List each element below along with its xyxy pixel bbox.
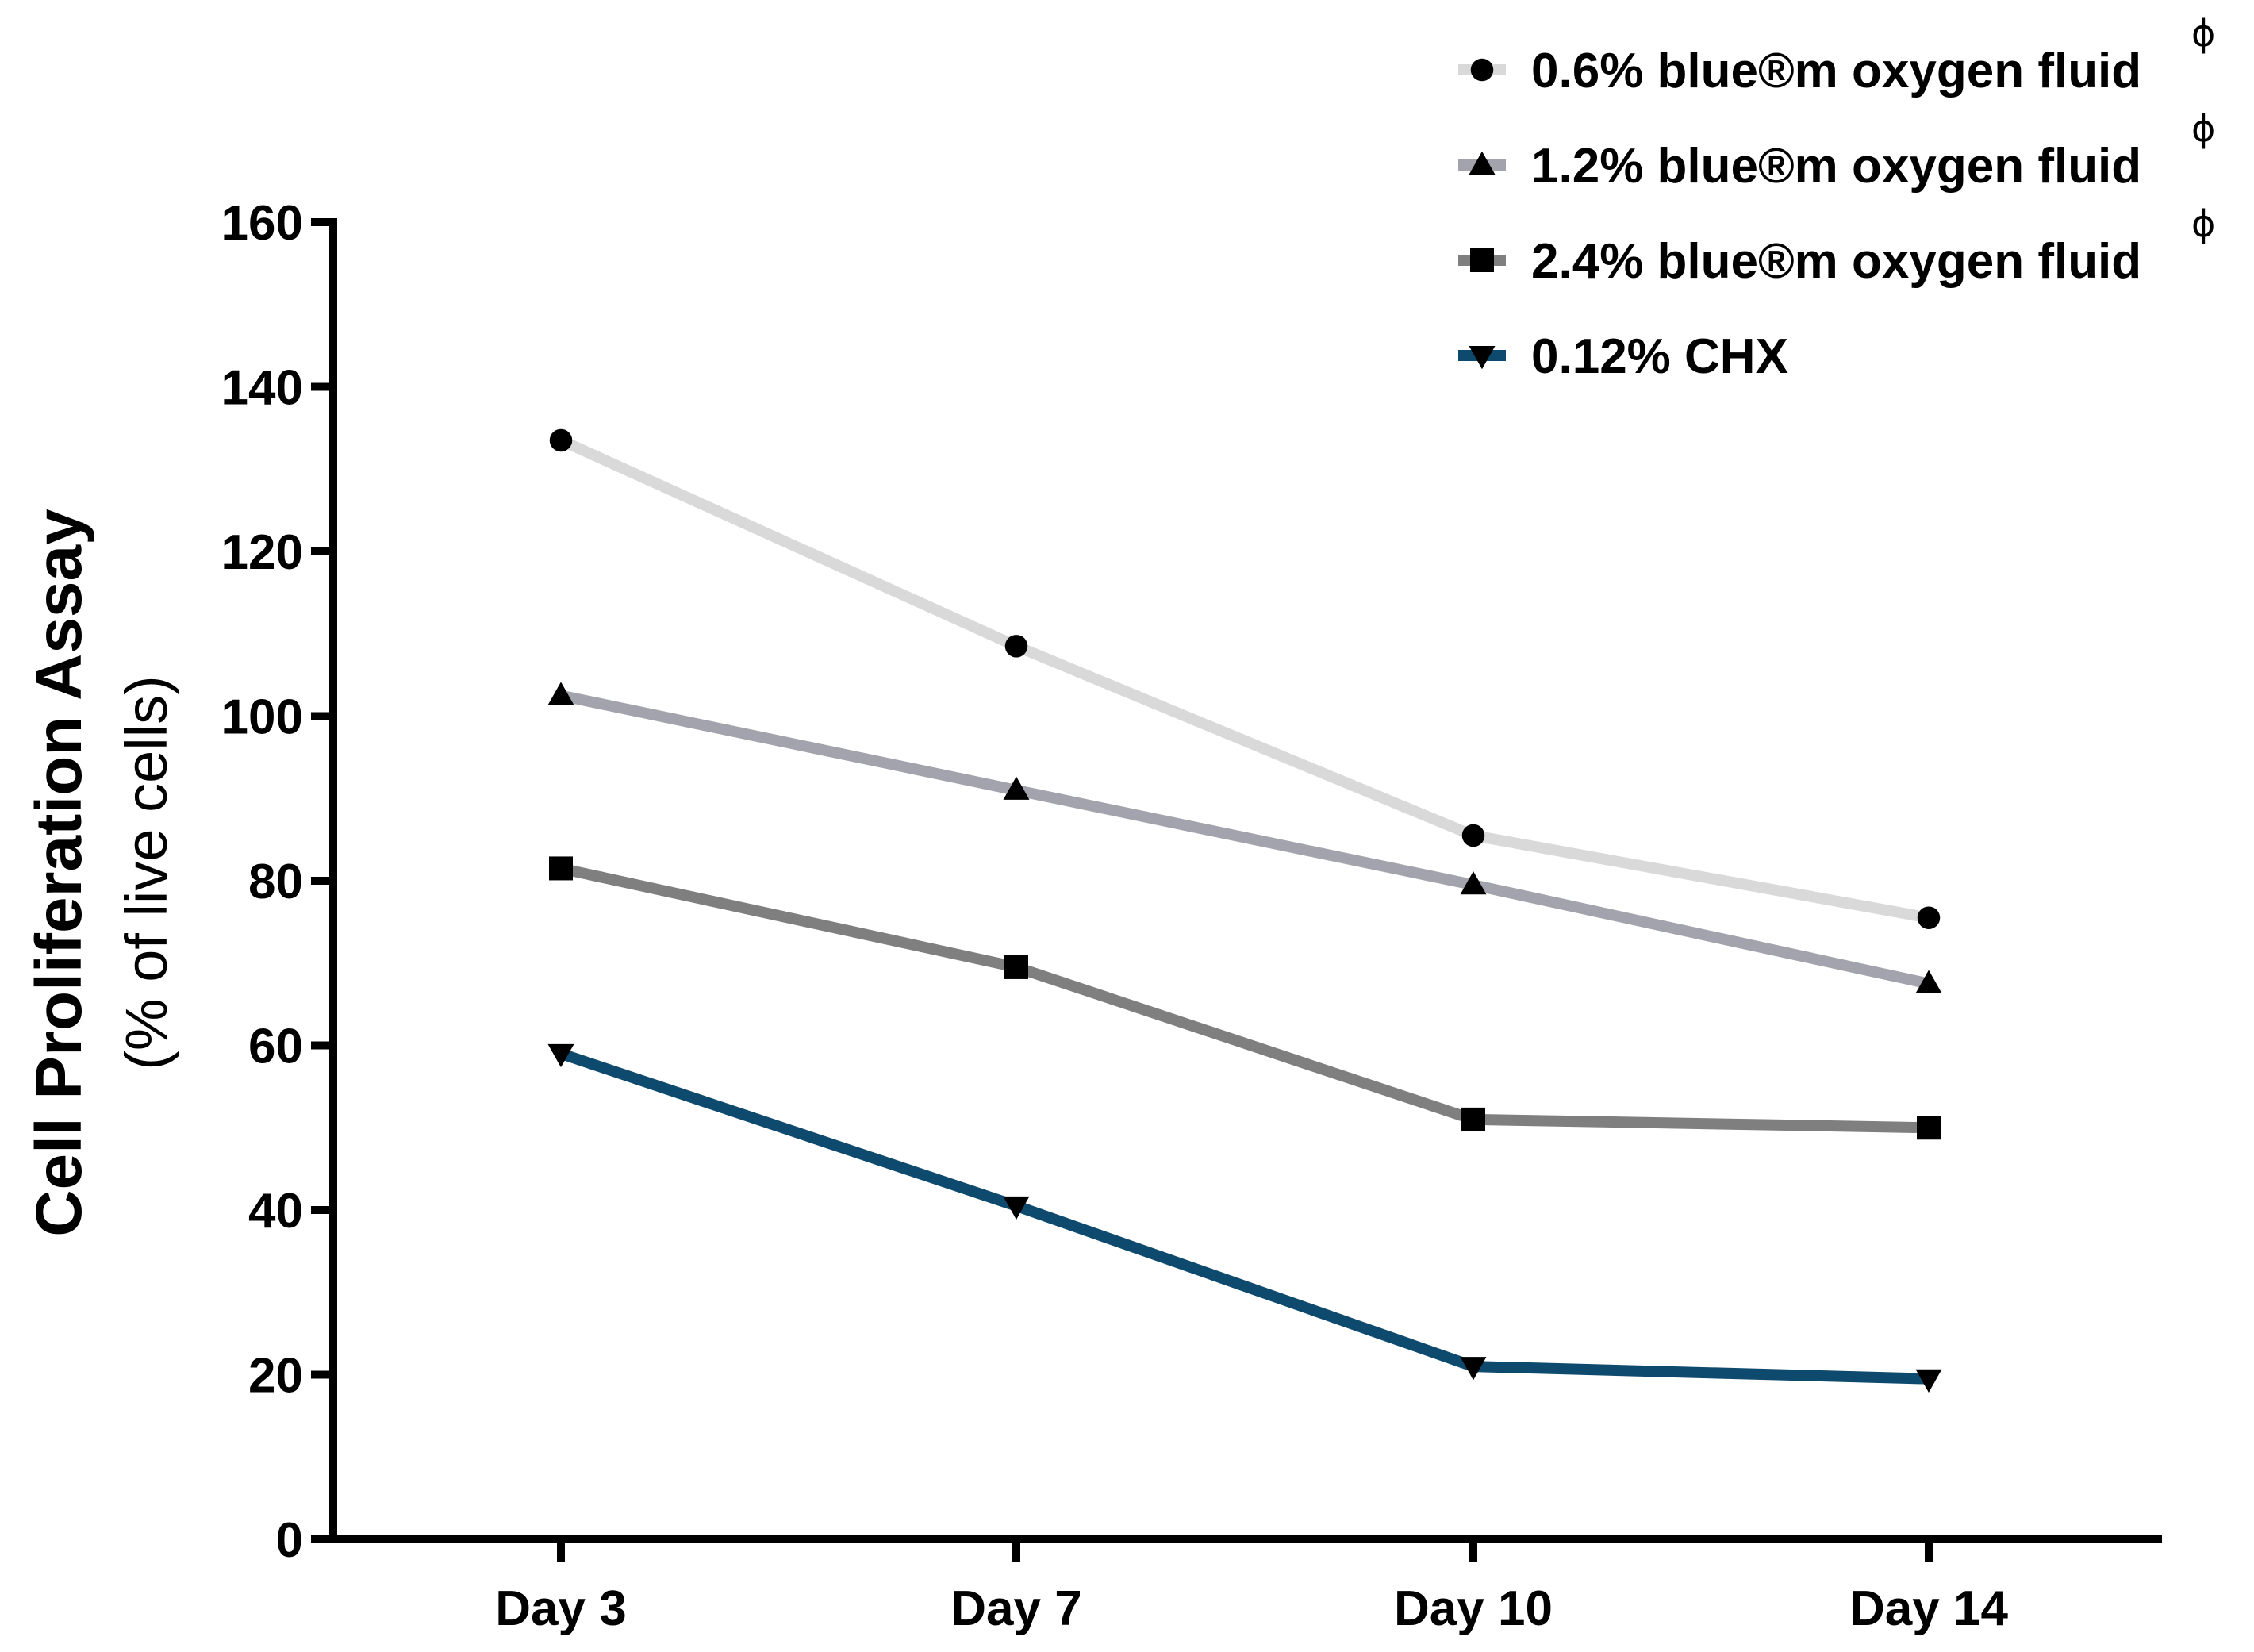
legend-marker [1469, 346, 1496, 370]
data-point [1461, 824, 1485, 847]
x-tick-label: Day 14 [1849, 1581, 2008, 1636]
y-tick-label: 140 [221, 361, 303, 416]
data-point [1915, 1369, 1942, 1393]
data-point [1004, 635, 1028, 658]
y-tick-label: 160 [221, 196, 303, 251]
data-point [1460, 1357, 1487, 1381]
data-point [1917, 906, 1941, 929]
y-tick-label: 0 [276, 1513, 303, 1568]
series-layer [547, 428, 1942, 1393]
legend-marker [1469, 151, 1496, 175]
data-point [1003, 1196, 1030, 1220]
data-point [547, 682, 574, 705]
y-tick-label: 60 [248, 1020, 303, 1074]
legend-marker [1470, 248, 1494, 272]
y-axis-title: Cell Proliferation Assay [23, 509, 95, 1237]
legend-marker [1470, 58, 1494, 82]
data-point [1915, 970, 1942, 993]
series-line [559, 1048, 1930, 1385]
data-point [1917, 1116, 1941, 1140]
y-tick-label: 100 [221, 690, 303, 745]
y-axis-subtitle: (% of live cells) [113, 675, 179, 1070]
y-tick-label: 120 [221, 525, 303, 580]
y-tick-label: 20 [248, 1349, 303, 1404]
data-point [1461, 1107, 1485, 1131]
x-tick-label: Day 3 [495, 1581, 626, 1636]
legend-item: 0.12% CHX [1458, 329, 1788, 384]
data-point [1004, 955, 1028, 979]
x-tick-label: Day 7 [950, 1581, 1081, 1636]
data-point [549, 856, 573, 881]
legend-superscript: ϕ [2191, 107, 2215, 150]
legend-label: 0.12% CHX [1531, 329, 1788, 384]
data-point [1003, 776, 1030, 800]
series-line [559, 862, 1930, 1134]
legend-item: 1.2% blue®m oxygen fluid ϕ [1458, 107, 2215, 194]
legend-item: 2.4% blue®m oxygen fluid ϕ [1458, 202, 2215, 289]
y-tick-label: 80 [248, 855, 303, 909]
legend-label: 0.6% blue®m oxygen fluid [1531, 44, 2141, 98]
data-point [549, 428, 573, 452]
legend-item: 0.6% blue®m oxygen fluid ϕ [1458, 12, 2215, 98]
series-line [559, 690, 1930, 989]
legend-superscript: ϕ [2191, 12, 2215, 55]
y-tick-label: 40 [248, 1184, 303, 1239]
legend-label: 1.2% blue®m oxygen fluid [1531, 139, 2141, 194]
legend-superscript: ϕ [2191, 202, 2215, 245]
data-point [1460, 870, 1487, 895]
data-point [547, 1043, 574, 1068]
axis-titles: Cell Proliferation Assay (% of live cell… [23, 509, 179, 1237]
ticks-layer: 0 20 40 60 80 100 120 140 160 Day 3 Day 7 Day 10 Day… [221, 196, 2009, 1636]
legend-label: 2.4% blue®m oxygen fluid [1531, 234, 2141, 289]
series-line [559, 435, 1930, 924]
x-tick-label: Day 10 [1394, 1581, 1553, 1636]
